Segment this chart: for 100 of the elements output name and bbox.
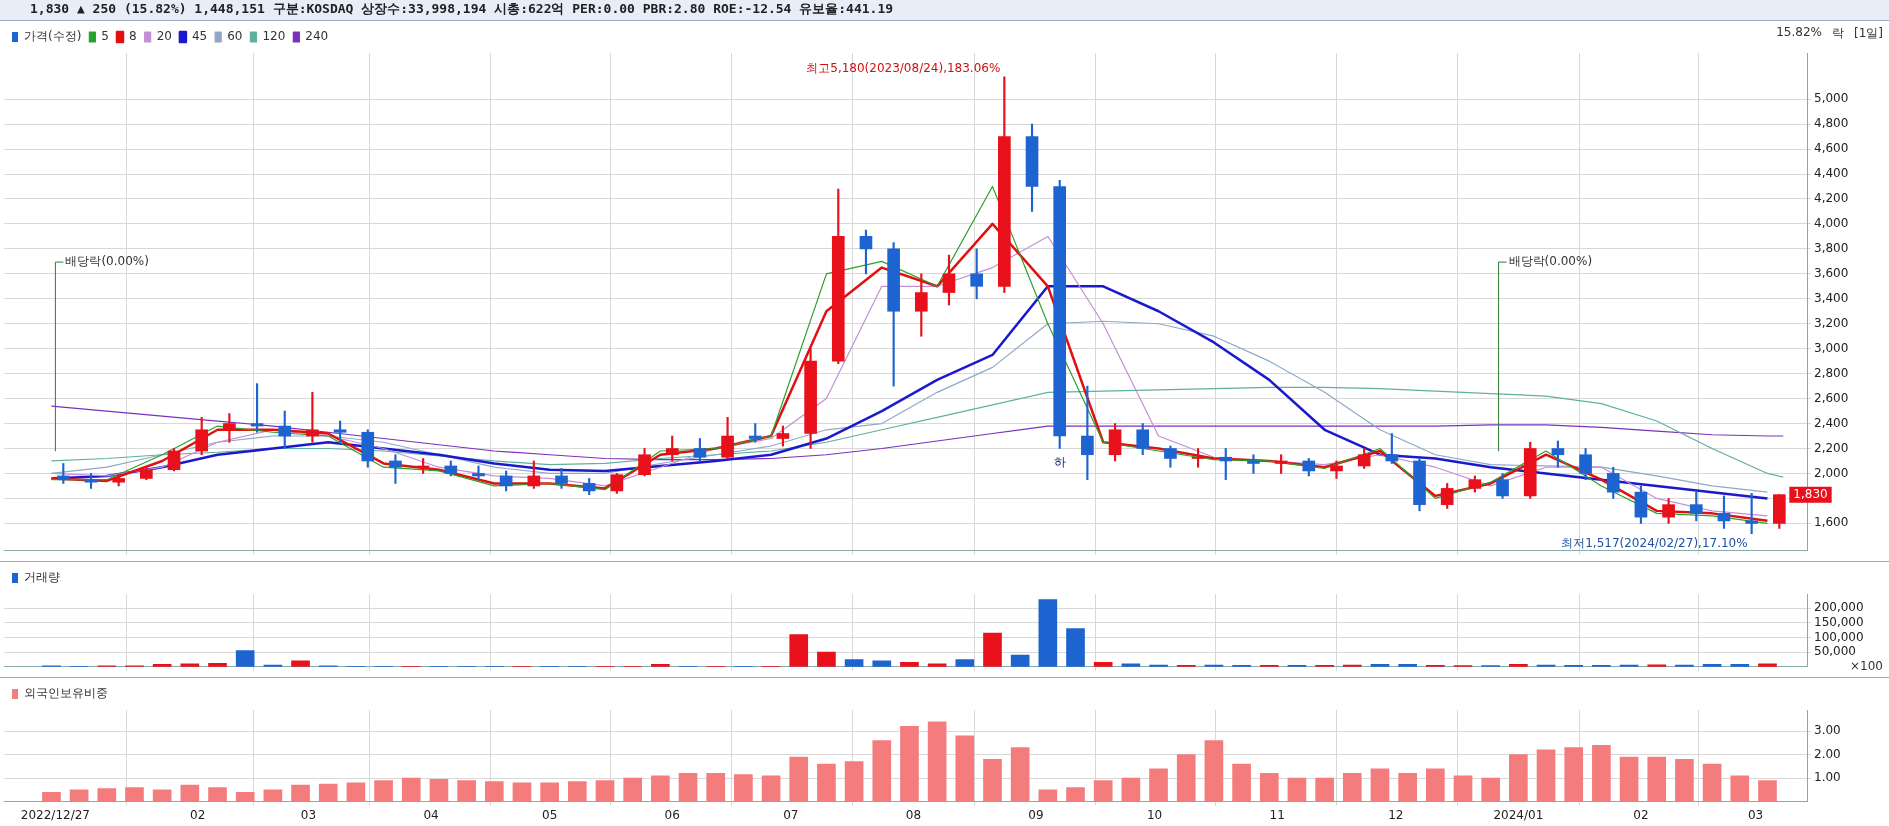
candlestick [1247, 454, 1260, 474]
bar [1342, 773, 1362, 802]
text: 락 [1832, 25, 1844, 42]
y-tick-label: 2,400 [1814, 415, 1849, 430]
legend-label: 120 [262, 29, 286, 44]
bar [457, 780, 476, 802]
bar [1426, 768, 1445, 802]
y-tick-label: 4,800 [1814, 116, 1849, 131]
y-tick-label: 3,000 [1814, 340, 1849, 355]
annotation: 최고5,180(2023/08/24),183.06% [806, 60, 1001, 75]
bar [1481, 777, 1501, 802]
bar [1204, 740, 1224, 802]
bar [1564, 747, 1584, 802]
bar [318, 783, 338, 802]
x-tick-label: 10 [1146, 807, 1163, 822]
x-tick-label: 02 [1633, 807, 1649, 822]
bar [1619, 756, 1639, 802]
bar [42, 791, 61, 802]
bar [983, 758, 1002, 802]
bar [1592, 744, 1611, 802]
y-tick-label: 2,800 [1814, 365, 1849, 380]
candlestick [472, 465, 485, 481]
bar [983, 632, 1002, 667]
bar [623, 777, 643, 802]
bar [1010, 747, 1030, 802]
bar [844, 761, 864, 802]
bar [789, 634, 809, 667]
bar [1536, 749, 1556, 802]
bar [567, 781, 587, 802]
x-tick-label: 2022/12/27 [20, 807, 90, 822]
bar [346, 782, 366, 802]
bar [706, 773, 726, 802]
bar [1093, 780, 1113, 802]
bar [1259, 773, 1279, 802]
y-tick-label: 3,600 [1814, 265, 1849, 280]
x-tick-label: 07 [783, 807, 799, 822]
y-tick-label: 3,800 [1814, 241, 1849, 255]
x-tick-label: 02 [190, 807, 206, 822]
bar [125, 787, 144, 802]
annotation: 1,830 [1793, 486, 1828, 501]
bar [1315, 777, 1334, 802]
bar [900, 726, 919, 802]
bar [1066, 787, 1085, 802]
bar [595, 780, 615, 802]
y-tick-label: 4,400 [1814, 166, 1849, 181]
bar [374, 780, 393, 802]
bar [817, 651, 836, 667]
legend-label: 20 [156, 29, 172, 44]
x-tick-label: 03 [1747, 807, 1764, 822]
y-tick-label: 1,600 [1814, 515, 1849, 530]
ref-line-label: 배당락(0.00%) [1508, 254, 1593, 269]
y-tick-label: 2,600 [1814, 390, 1849, 405]
annotation: 하 [1053, 454, 1066, 469]
bar [761, 775, 781, 802]
bar [1647, 756, 1667, 802]
bar [512, 782, 532, 802]
y-tick-label: 3,200 [1814, 315, 1849, 330]
y-tick-label: 2.00 [1814, 746, 1841, 761]
bar [1232, 763, 1251, 802]
y-tick-label: 150,000 [1814, 614, 1864, 629]
bar [734, 774, 753, 802]
bar [651, 775, 670, 802]
x-tick-label: 05 [542, 807, 558, 822]
legend-label: 거래량 [24, 570, 60, 585]
bar [817, 763, 836, 802]
text: 15.82% [1776, 25, 1822, 41]
legend-label: 가격(수정) [24, 29, 82, 44]
bar [1149, 768, 1168, 802]
bar [235, 791, 255, 802]
bar [208, 787, 227, 802]
bar [1066, 628, 1085, 667]
y-tick-label: 3.00 [1814, 723, 1841, 738]
bar [872, 740, 892, 802]
bar [1038, 599, 1058, 667]
legend-label: 240 [305, 29, 329, 44]
y-tick-label: 4,200 [1814, 191, 1849, 206]
x-tick-label: 06 [664, 807, 680, 822]
y-tick-label: 5,000 [1814, 91, 1849, 106]
candlestick [1330, 460, 1343, 479]
bar [1287, 777, 1307, 802]
bar [678, 773, 698, 802]
legend-label: 5 [101, 29, 109, 44]
y-tick-label: 4,000 [1814, 216, 1849, 231]
bar [1730, 775, 1750, 802]
legend-label: 외국인보유비중 [24, 686, 108, 701]
candlestick [389, 454, 402, 484]
x-tick-label: 08 [905, 807, 922, 822]
bar [235, 650, 255, 667]
y-tick-label: 4,600 [1814, 141, 1849, 156]
bar [429, 778, 449, 802]
bar [1176, 754, 1196, 802]
x-tick-label: 2024/01 [1493, 807, 1544, 822]
bar [1398, 773, 1417, 802]
legend-label: 8 [129, 29, 137, 44]
bar [955, 735, 975, 802]
bar [291, 784, 310, 802]
bar [97, 788, 117, 802]
bar [955, 659, 975, 667]
bar [1675, 758, 1694, 802]
bar [789, 756, 809, 802]
